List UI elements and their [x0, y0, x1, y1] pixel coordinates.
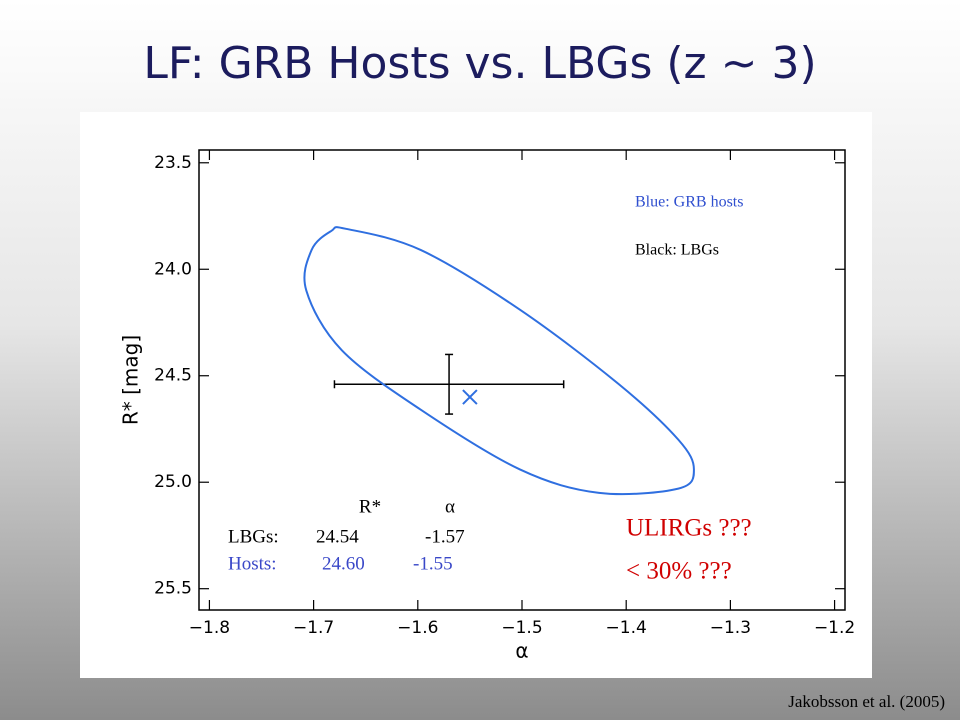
slide-title: LF: GRB Hosts vs. LBGs (z ~ 3) [143, 38, 816, 89]
table-header: R* [359, 496, 381, 517]
y-tick-label: 25.5 [154, 579, 192, 599]
plot-panel [80, 112, 872, 678]
table-cell: -1.57 [425, 526, 465, 547]
table-header: α [445, 496, 455, 517]
point-marker [462, 389, 478, 405]
x-tick-label: −1.2 [814, 618, 855, 638]
legend-entry: Blue: GRB hosts [635, 194, 743, 211]
x-axis-label: α [515, 639, 528, 663]
y-tick-label: 25.0 [154, 472, 192, 492]
table-cell: LBGs: [228, 526, 279, 547]
x-tick-label: −1.6 [397, 618, 438, 638]
legend-entry: Black: LBGs [635, 242, 719, 259]
y-tick-label: 24.0 [154, 259, 192, 279]
table-cell: 24.54 [316, 526, 359, 547]
table-cell: 24.60 [322, 553, 365, 574]
x-tick-label: −1.4 [606, 618, 647, 638]
y-axis-label: R* [mag] [119, 335, 143, 425]
y-tick-label: 23.5 [154, 153, 192, 173]
x-tick-label: −1.5 [501, 618, 542, 638]
y-tick-label: 24.5 [154, 366, 192, 386]
table-cell: Hosts: [228, 553, 277, 574]
x-tick-label: −1.3 [710, 618, 751, 638]
contour [303, 226, 695, 496]
annotation: < 30% ??? [626, 558, 732, 585]
credit: Jakobsson et al. (2005) [788, 692, 945, 711]
x-tick-label: −1.8 [189, 618, 230, 638]
table-cell: -1.55 [413, 553, 453, 574]
x-tick-label: −1.7 [293, 618, 334, 638]
annotation: ULIRGs ??? [626, 515, 752, 542]
